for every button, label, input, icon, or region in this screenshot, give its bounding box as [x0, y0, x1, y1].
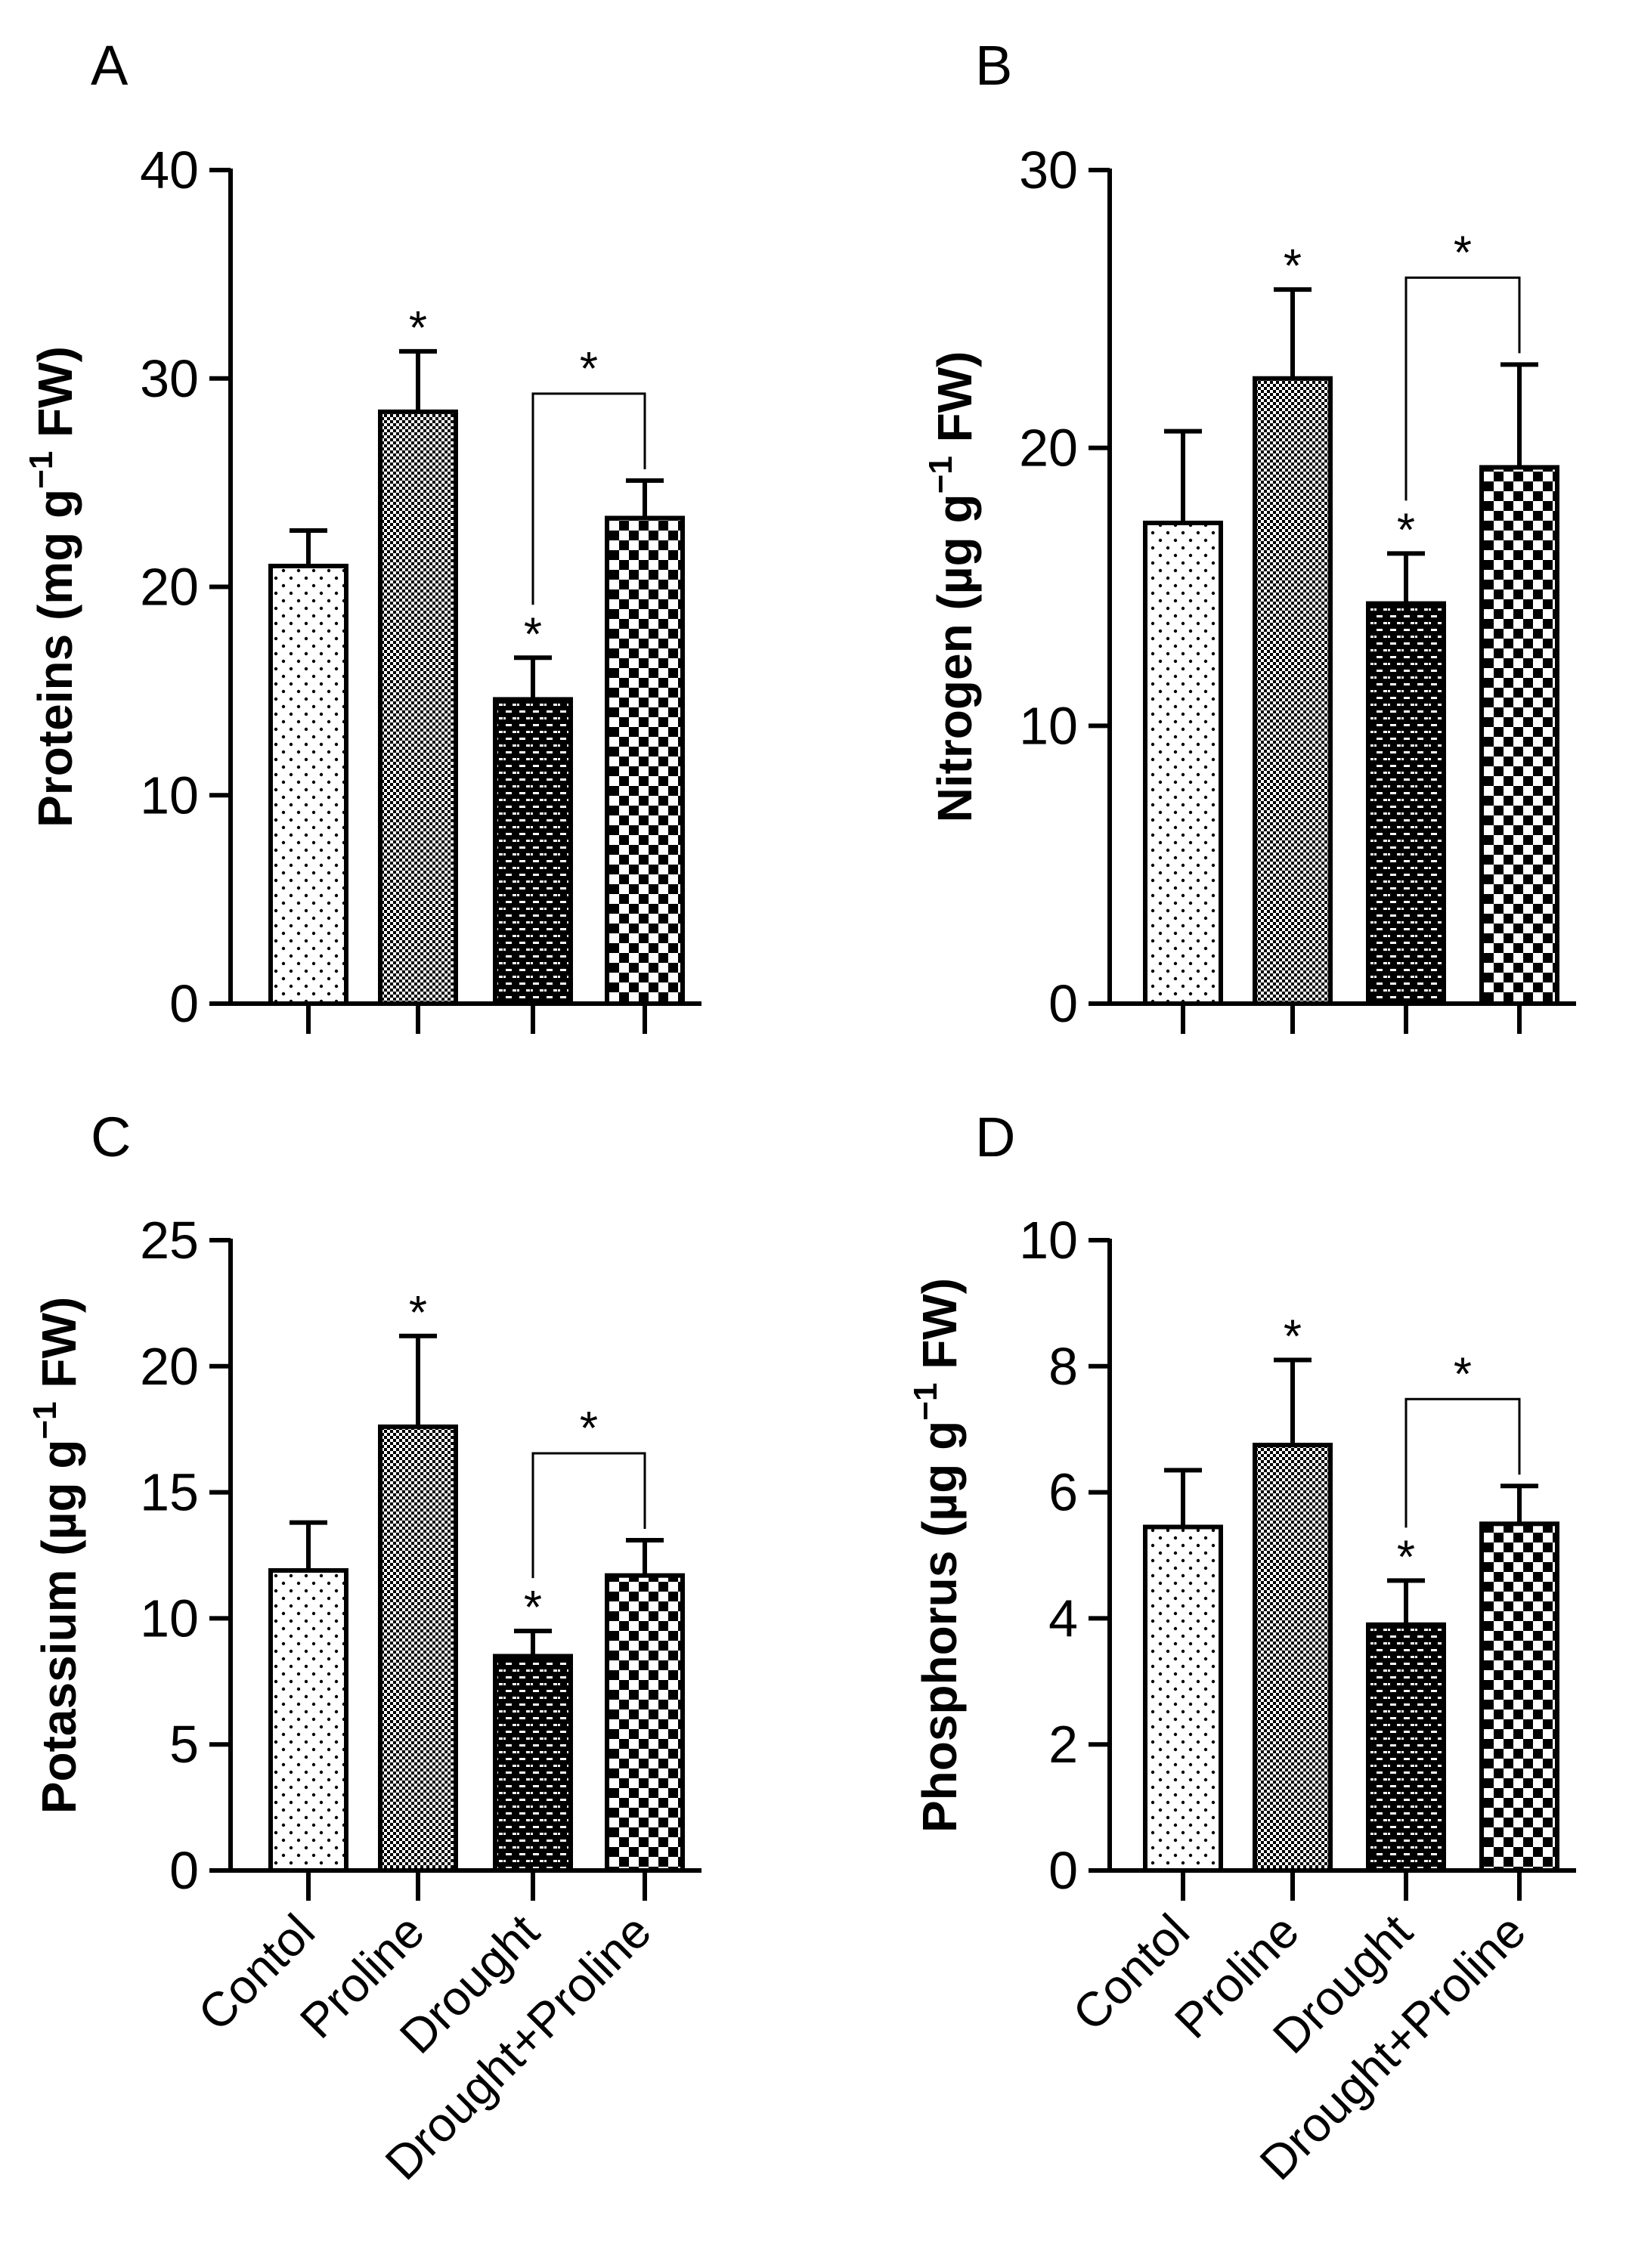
bar-proline	[378, 1424, 458, 1873]
bar-drought	[1366, 1622, 1446, 1873]
y-axis-label-main: Phosphorus (µg g	[912, 1421, 967, 1833]
y-axis-label-superscript: −1	[26, 1401, 63, 1439]
significance-star: *	[1397, 1531, 1415, 1583]
bar-contol	[268, 563, 348, 1006]
y-tick-label: 30	[140, 349, 199, 408]
significance-star: *	[1397, 504, 1415, 556]
y-axis-label-superscript: −1	[23, 451, 60, 489]
y-axis-label-main: Potassium (µg g	[32, 1440, 86, 1815]
significance-star: *	[409, 1287, 427, 1339]
significance-star: *	[1284, 1310, 1302, 1363]
y-tick-label: 20	[140, 1337, 199, 1396]
y-axis-label-main: Proteins (mg g	[28, 489, 82, 828]
bar-proline	[1253, 1443, 1333, 1873]
significance-bracket	[1404, 276, 1521, 501]
y-tick-label: 0	[1048, 1841, 1078, 1900]
bar-proline	[378, 409, 458, 1006]
y-axis-label: Proteins (mg g−1 FW)	[23, 346, 82, 828]
bracket-star: *	[1454, 227, 1472, 279]
significance-star: *	[409, 302, 427, 354]
bracket-star: *	[580, 1403, 598, 1455]
significance-star: *	[524, 608, 542, 661]
significance-star: *	[1284, 240, 1302, 292]
significance-bracket	[531, 1452, 646, 1579]
y-tick-label: 25	[140, 1211, 199, 1270]
y-axis-label: Phosphorus (µg g−1 FW)	[907, 1278, 967, 1833]
y-axis-label-unit: FW)	[928, 351, 982, 456]
y-tick-label: 10	[140, 766, 199, 825]
y-axis-label-main: Nitrogen (µg g	[928, 494, 982, 822]
y-axis-label-superscript: −1	[922, 456, 959, 494]
y-tick-label: 4	[1048, 1589, 1078, 1648]
y-tick-label: 20	[140, 558, 199, 617]
y-axis-label-superscript: −1	[907, 1383, 944, 1421]
y-axis-label: Nitrogen (µg g−1 FW)	[922, 351, 982, 823]
panel-b: B * * 0 10 20 30 * Nitrogen (µg g−1 FW)	[922, 34, 1576, 1034]
y-axis-label-unit: FW)	[28, 346, 82, 451]
y-tick-label: 10	[1019, 696, 1078, 755]
y-tick-label: 5	[169, 1715, 199, 1774]
bar-contol	[268, 1568, 348, 1873]
bar-drought-proline	[1479, 465, 1559, 1006]
bar-drought	[493, 697, 573, 1007]
bracket-star: *	[580, 343, 598, 395]
y-axis-label: Potassium (µg g−1 FW)	[26, 1297, 86, 1814]
panel-a: A * * 0 10 20 30 40 * Proteins (mg g−1 FW)	[23, 34, 701, 1034]
significance-bracket	[1404, 1397, 1521, 1528]
y-tick-label: 2	[1048, 1715, 1078, 1774]
y-tick-label: 0	[169, 974, 199, 1033]
bar-contol	[1143, 520, 1223, 1006]
y-tick-label: 0	[1048, 974, 1078, 1033]
bracket-star: *	[1454, 1348, 1472, 1400]
panel-letter: D	[975, 1106, 1015, 1168]
bar-drought-proline	[605, 1573, 685, 1873]
y-tick-label: 6	[1048, 1463, 1078, 1522]
bar-contol	[1143, 1524, 1223, 1873]
y-axis-label-unit: FW)	[912, 1278, 967, 1383]
y-tick-label: 20	[1019, 419, 1078, 478]
bar-proline	[1253, 376, 1333, 1006]
panel-letter: B	[975, 34, 1012, 97]
y-tick-label: 8	[1048, 1337, 1078, 1396]
y-tick-label: 40	[140, 141, 199, 200]
bar-drought-proline	[605, 515, 685, 1006]
significance-bracket	[531, 392, 646, 605]
y-tick-label: 15	[140, 1463, 199, 1522]
y-tick-label: 0	[169, 1841, 199, 1900]
y-tick-label: 10	[1019, 1211, 1078, 1270]
panel-letter: C	[91, 1106, 131, 1168]
y-axis-label-unit: FW)	[32, 1297, 86, 1402]
bar-drought	[493, 1654, 573, 1873]
bar-drought	[1366, 601, 1446, 1006]
significance-star: *	[524, 1582, 542, 1634]
y-tick-label: 30	[1019, 141, 1078, 200]
y-tick-label: 10	[140, 1589, 199, 1648]
bar-drought-proline	[1479, 1521, 1559, 1873]
panel-letter: A	[91, 34, 129, 97]
